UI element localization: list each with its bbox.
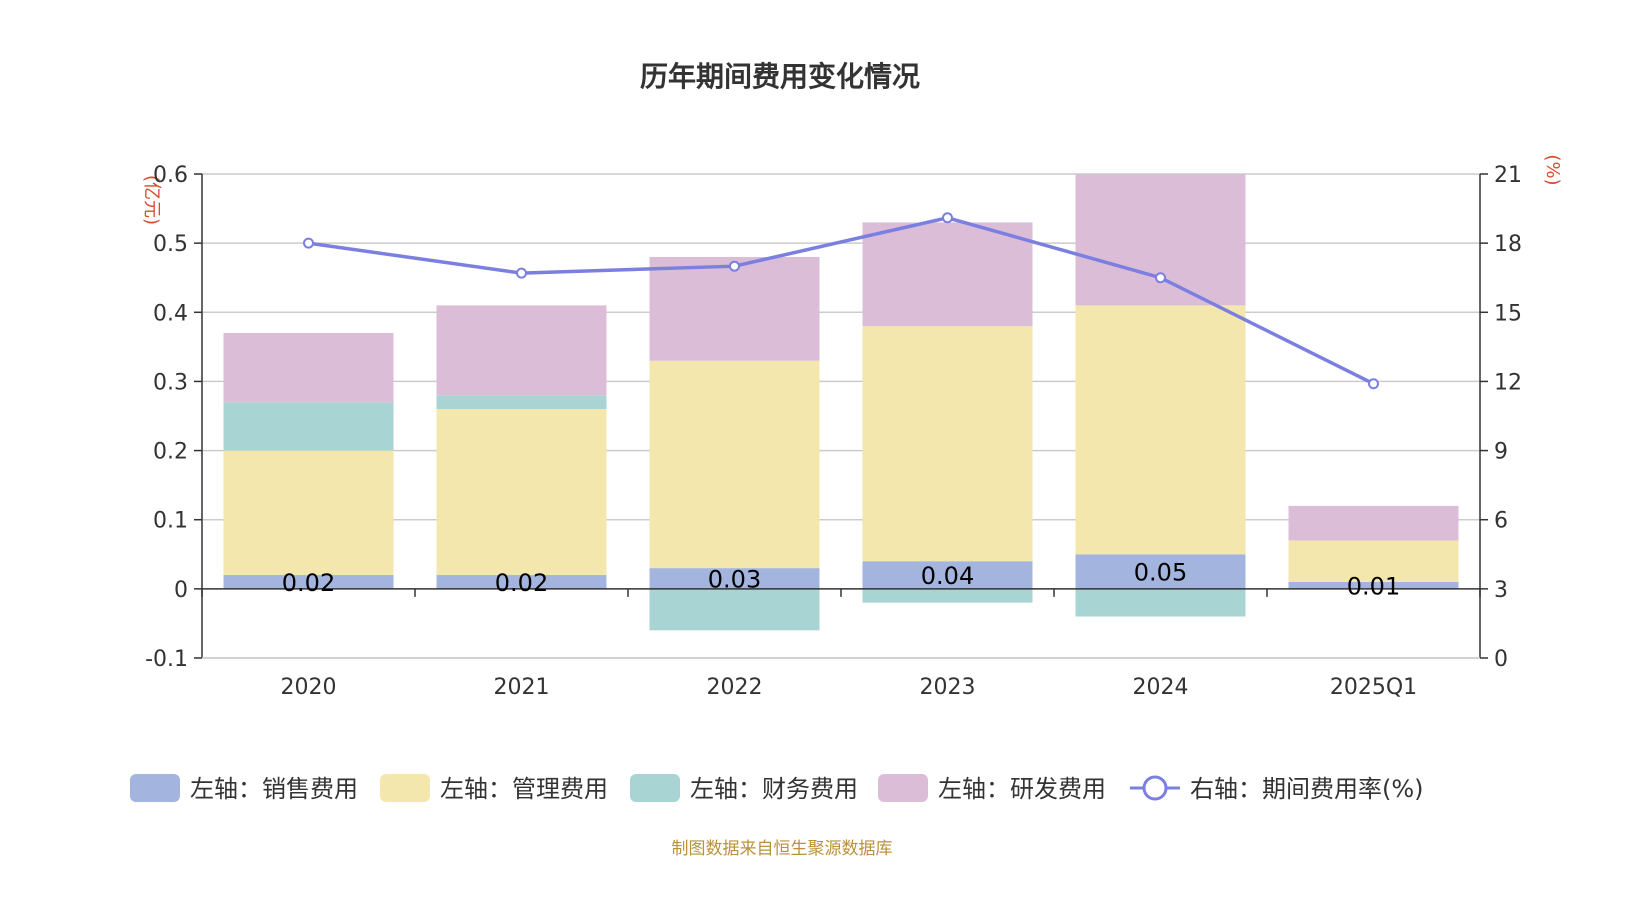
bar-segment [649,360,820,569]
legend-line-marker [1142,775,1168,801]
x-axis-tick-label: 2021 [494,675,550,700]
legend-label: 左轴：研发费用 [938,775,1106,803]
right-axis-tick-label: 9 [1494,440,1508,465]
legend[interactable]: 左轴：销售费用 左轴：管理费用 左轴：财务费用 左轴：研发费用 右轴：期间费用率(%) [130,774,1424,803]
rate-line-path [308,215,1375,386]
legend-swatch [630,774,680,802]
bar-segment [1288,505,1459,541]
bar-segment [223,333,394,403]
data-label: 0.02 [282,569,335,597]
legend-swatch [878,774,928,802]
bar-segment [862,588,1033,603]
legend-label: 左轴：管理费用 [440,775,608,803]
left-axis-tick-label: -0.1 [145,647,188,672]
left-axis-tick-label: 0.1 [153,509,188,534]
legend-swatch [130,774,180,802]
right-axis-tick-label: 12 [1494,370,1522,395]
bar-segment [862,561,1033,589]
x-axis-tick-label: 2020 [281,675,337,700]
left-axis-tick-label: 0.6 [153,163,188,188]
data-label: 0.01 [1347,572,1400,600]
bar-segment [1075,588,1246,617]
rate-line-point [516,267,527,279]
bar-segment [223,402,394,451]
left-axis-tick-label: 0.5 [153,232,188,257]
bar-segment [649,588,820,631]
bar-segment [223,450,394,576]
rate-line-point [303,237,314,249]
legend-label: 左轴：财务费用 [690,775,858,803]
data-label: 0.02 [495,569,548,597]
x-axis-tick-label: 2025Q1 [1330,675,1417,700]
left-axis-unit: (亿元) [141,175,162,225]
data-label: 0.04 [921,562,974,590]
right-axis-tick-label: 15 [1494,301,1522,326]
right-axis-unit: (%) [1542,154,1563,185]
rate-line-point [1368,378,1379,390]
bar-segment [649,568,820,589]
bars [223,174,1459,631]
bar-segment [223,575,394,589]
bar-segment [436,305,607,396]
right-axis-tick-label: 6 [1494,509,1508,534]
right-axis-tick-label: 0 [1494,647,1508,672]
right-axis-tick-label: 3 [1494,578,1508,603]
x-axis-tick-label: 2022 [707,675,763,700]
bar-segment [1075,554,1246,589]
rate-line [303,212,1379,390]
legend-label: 右轴：期间费用率(%) [1190,775,1424,803]
rate-line-point [1155,272,1166,284]
data-labels: 0.02 0.02 0.03 0.04 0.05 0.01 [282,559,1400,601]
data-label: 0.05 [1134,559,1187,587]
left-axis-tick-label: 0.2 [153,440,188,465]
legend-swatch [380,774,430,802]
bar-segment [862,326,1033,562]
bar-segment [1288,540,1459,582]
axes: -0.1 0 0.1 0.2 0.3 0.4 0.5 0.6 0 3 6 9 12 15 18 21 2020 2… [145,163,1522,700]
bar-segment [1075,174,1246,306]
bar-segment [436,409,607,576]
grid-lines [202,173,1480,659]
right-axis-tick-label: 18 [1494,232,1522,257]
right-axis-tick-label: 21 [1494,163,1522,188]
rate-line-point [729,260,740,272]
left-axis-tick-label: 0.4 [153,301,188,326]
bar-segment [1075,305,1246,555]
bar-segment [436,395,607,410]
source-note: 制图数据来自恒生聚源数据库 [672,839,893,859]
data-label: 0.03 [708,565,761,593]
bar-segment [649,256,820,361]
bar-segment [862,222,1033,327]
x-axis-tick-label: 2024 [1133,675,1189,700]
bar-segment [436,575,607,589]
left-axis-tick-label: 0 [174,578,188,603]
legend-label: 左轴：销售费用 [190,775,358,803]
left-axis-tick-label: 0.3 [153,370,188,395]
bar-segment [1288,581,1459,589]
chart-title: 历年期间费用变化情况 [640,60,920,93]
x-axis-tick-label: 2023 [920,675,976,700]
rate-line-point [942,212,953,224]
